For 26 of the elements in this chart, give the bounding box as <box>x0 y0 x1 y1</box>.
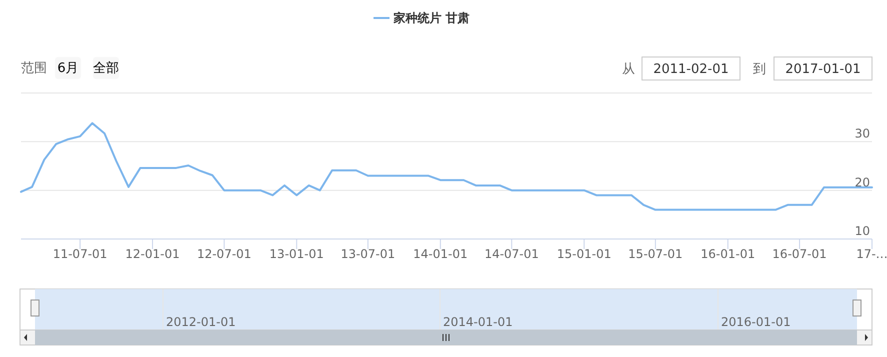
x-tick-label: 14-01-01 <box>413 247 468 261</box>
x-tick-label: 16-07-01 <box>772 247 827 261</box>
range-button: 6月 <box>55 57 81 79</box>
text: 2012-01-01 <box>166 315 236 329</box>
y-tick-label: 10 <box>854 224 870 238</box>
y-tick-label: 30 <box>854 126 870 141</box>
text: 从 <box>622 62 635 77</box>
text: 范围 <box>21 61 47 76</box>
x-tick-label: 13-01-01 <box>269 247 324 261</box>
y-tick-label: 20 <box>854 175 870 190</box>
date-field: 2011-02-01 <box>642 56 740 80</box>
x-tick-label: 14-07-01 <box>484 247 539 261</box>
text: 到 <box>753 62 766 77</box>
date-field: 2017-01-01 <box>774 56 872 80</box>
range-button: 全部 <box>93 57 119 79</box>
x-tick-label: 15-07-01 <box>628 247 683 261</box>
text: 2016-01-01 <box>721 315 791 329</box>
x-tick-label: 11-07-01 <box>52 247 108 261</box>
x-tick-label: 12-01-01 <box>125 247 180 261</box>
x-tick-label: 13-07-01 <box>340 247 396 261</box>
legend-label: 家种统片 甘肃 <box>392 11 470 25</box>
x-tick-label: 15-01-01 <box>556 247 612 261</box>
x-tick-label: 17-… <box>856 247 887 261</box>
x-tick-label: 16-01-01 <box>700 247 756 261</box>
text: 2014-01-01 <box>443 315 513 329</box>
x-tick-label: 12-07-01 <box>196 247 252 261</box>
